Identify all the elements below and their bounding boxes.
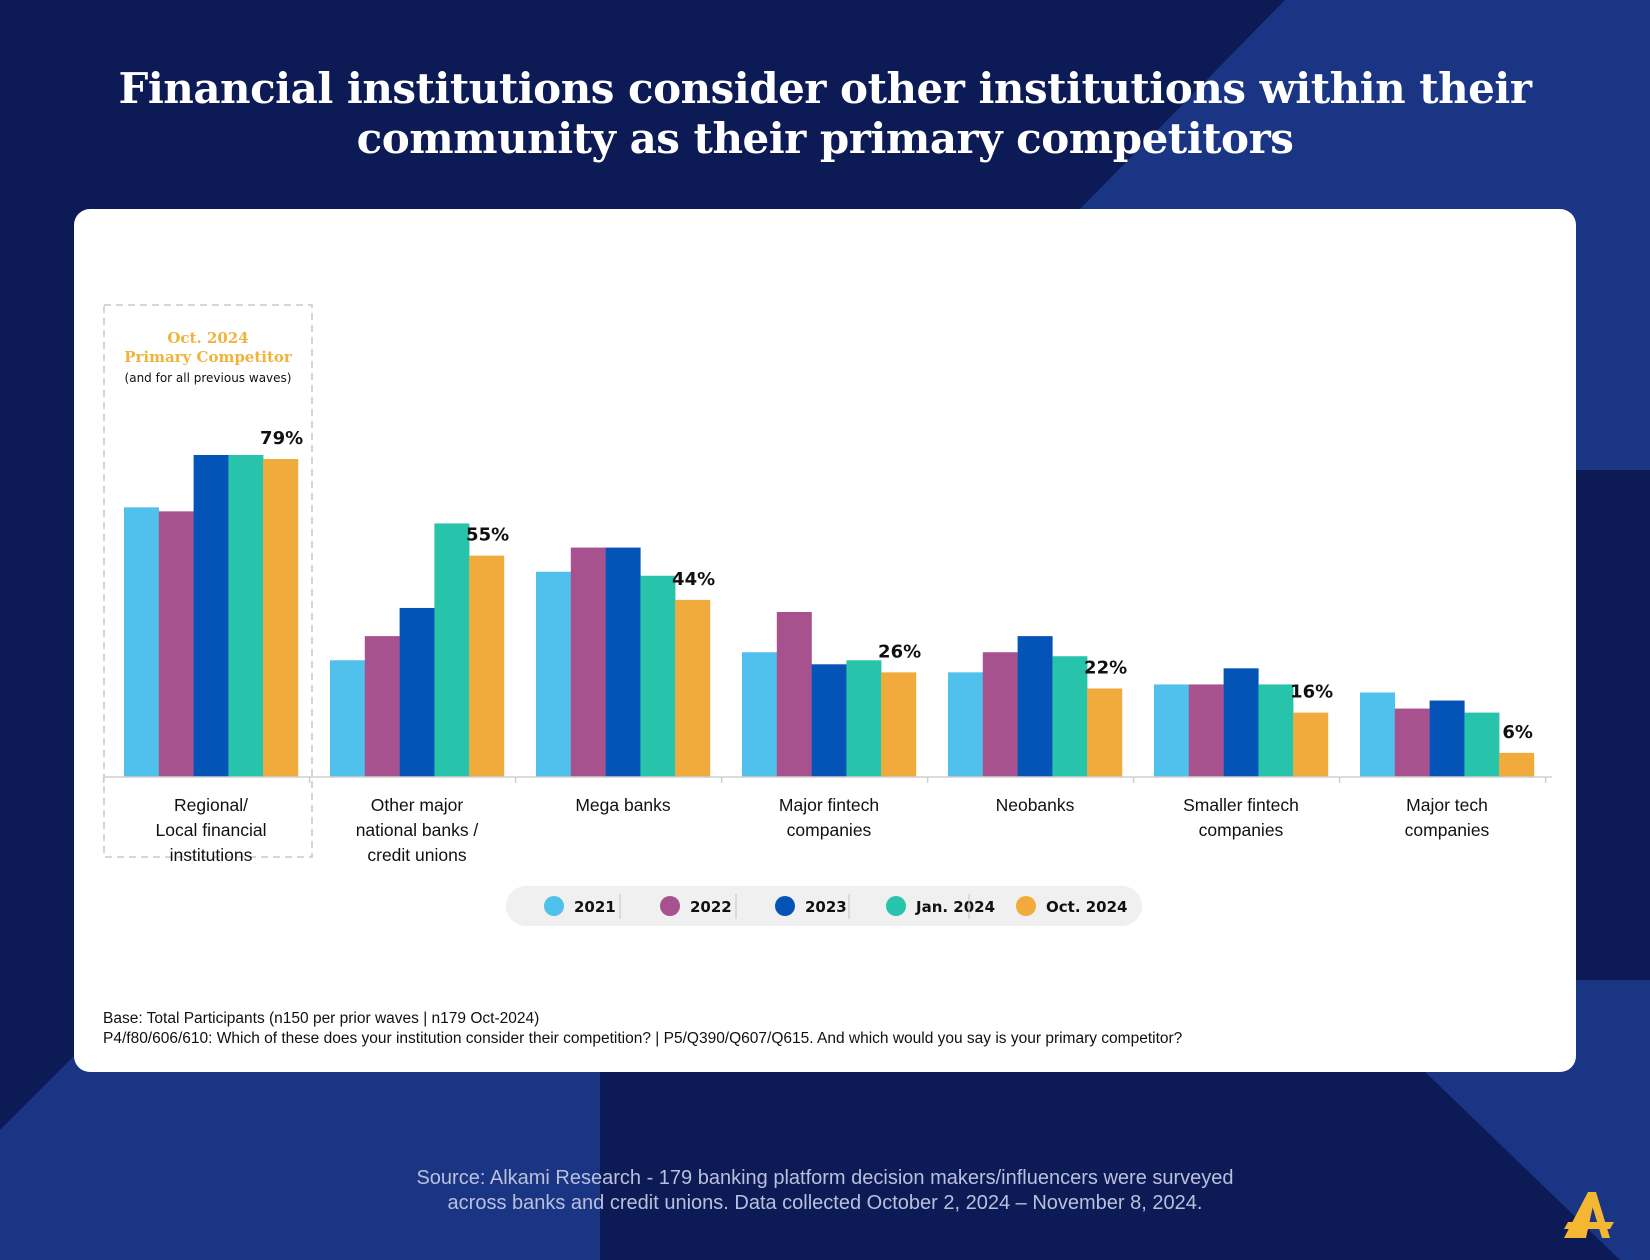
bar-4-series-4 <box>846 660 882 777</box>
category-label: Mega banks <box>575 795 671 815</box>
legend-swatch-1 <box>544 896 564 916</box>
alkami-logo-icon <box>1564 1192 1614 1238</box>
bar-6-series-4 <box>1258 684 1294 777</box>
bar-3-series-1 <box>536 571 571 777</box>
bar-3-series-5 <box>675 599 711 777</box>
bar-7-series-3 <box>1429 700 1465 777</box>
bar-2-series-5 <box>469 555 505 777</box>
data-label: 6% <box>1502 722 1533 743</box>
source-line-1: Source: Alkami Research - 179 banking pl… <box>416 1167 1234 1189</box>
bar-1-series-1 <box>124 507 159 777</box>
bar-1-series-3 <box>193 455 229 777</box>
bar-7-series-2 <box>1394 708 1430 777</box>
data-label: 26% <box>878 641 921 662</box>
bar-4-series-2 <box>776 611 812 777</box>
legend-label-5: Oct. 2024 <box>1046 898 1127 916</box>
bar-3-series-4 <box>640 575 676 777</box>
bar-2-series-1 <box>330 660 365 777</box>
bar-5-series-4 <box>1052 656 1088 777</box>
bar-4-series-5 <box>881 672 917 777</box>
category-label: Major fintech <box>779 795 879 815</box>
category-label: Major tech <box>1406 795 1488 815</box>
category-label: Regional/ <box>174 795 248 815</box>
title-line-2: community as their primary competitors <box>356 114 1294 163</box>
highlight-label-title: Primary Competitor <box>124 348 293 366</box>
legend-label-4: Jan. 2024 <box>915 898 995 916</box>
legend-swatch-2 <box>660 896 680 916</box>
data-label: 16% <box>1290 682 1333 703</box>
highlight-label-date: Oct. 2024 <box>167 329 248 347</box>
category-label: companies <box>787 820 872 840</box>
highlight-label-note: (and for all previous waves) <box>125 371 292 385</box>
footnotes: Base: Total Participants (n150 per prior… <box>103 1009 1543 1049</box>
bar-5-series-5 <box>1087 688 1123 777</box>
data-label: 44% <box>672 569 715 590</box>
bar-4-series-1 <box>742 652 777 777</box>
source-note: Source: Alkami Research - 179 banking pl… <box>0 1166 1650 1216</box>
bar-2-series-3 <box>399 607 435 777</box>
bar-7-series-1 <box>1360 692 1395 777</box>
legend-background <box>506 886 1142 926</box>
bar-6-series-2 <box>1188 684 1224 777</box>
legend-label-2: 2022 <box>690 898 732 916</box>
bar-4-series-3 <box>811 664 847 777</box>
bar-1-series-4 <box>228 455 264 777</box>
chart-title: Financial institutions consider other in… <box>0 64 1650 164</box>
data-label: 55% <box>466 525 509 546</box>
data-label: 22% <box>1084 657 1127 678</box>
category-label: national banks / <box>356 820 479 840</box>
category-label: Other major <box>371 795 464 815</box>
chart-card: Oct. 2024 Primary Competitor (and for all … <box>74 209 1576 1072</box>
legend-swatch-3 <box>775 896 795 916</box>
bar-7-series-4 <box>1464 712 1500 777</box>
category-label: Smaller fintech <box>1183 795 1299 815</box>
bar-5-series-3 <box>1017 636 1053 777</box>
category-label: Local financial <box>156 820 267 840</box>
legend-swatch-4 <box>886 896 906 916</box>
bar-5-series-1 <box>948 672 983 777</box>
bar-3-series-3 <box>605 547 641 777</box>
category-label: credit unions <box>367 845 466 865</box>
bar-2-series-2 <box>364 636 400 777</box>
data-label: 79% <box>260 428 303 449</box>
bar-1-series-2 <box>158 511 194 777</box>
bar-6-series-1 <box>1154 684 1189 777</box>
bar-6-series-3 <box>1223 668 1259 777</box>
bar-5-series-2 <box>982 652 1018 777</box>
bar-3-series-2 <box>570 547 606 777</box>
legend-swatch-5 <box>1016 896 1036 916</box>
category-label: companies <box>1405 820 1490 840</box>
bar-2-series-4 <box>434 523 470 777</box>
category-label: companies <box>1199 820 1284 840</box>
bar-1-series-5 <box>263 459 299 777</box>
footnote-questions: P4/f80/606/610: Which of these does your… <box>103 1030 1183 1047</box>
title-line-1: Financial institutions consider other in… <box>118 64 1532 113</box>
source-line-2: across banks and credit unions. Data col… <box>447 1192 1203 1214</box>
category-label: institutions <box>170 845 253 865</box>
legend-label-3: 2023 <box>805 898 847 916</box>
highlight-frame <box>103 304 313 858</box>
bar-6-series-5 <box>1293 712 1329 777</box>
footnote-base: Base: Total Participants (n150 per prior… <box>103 1010 540 1027</box>
legend-label-1: 2021 <box>574 898 616 916</box>
bar-7-series-5 <box>1499 752 1535 777</box>
category-label: Neobanks <box>996 795 1075 815</box>
